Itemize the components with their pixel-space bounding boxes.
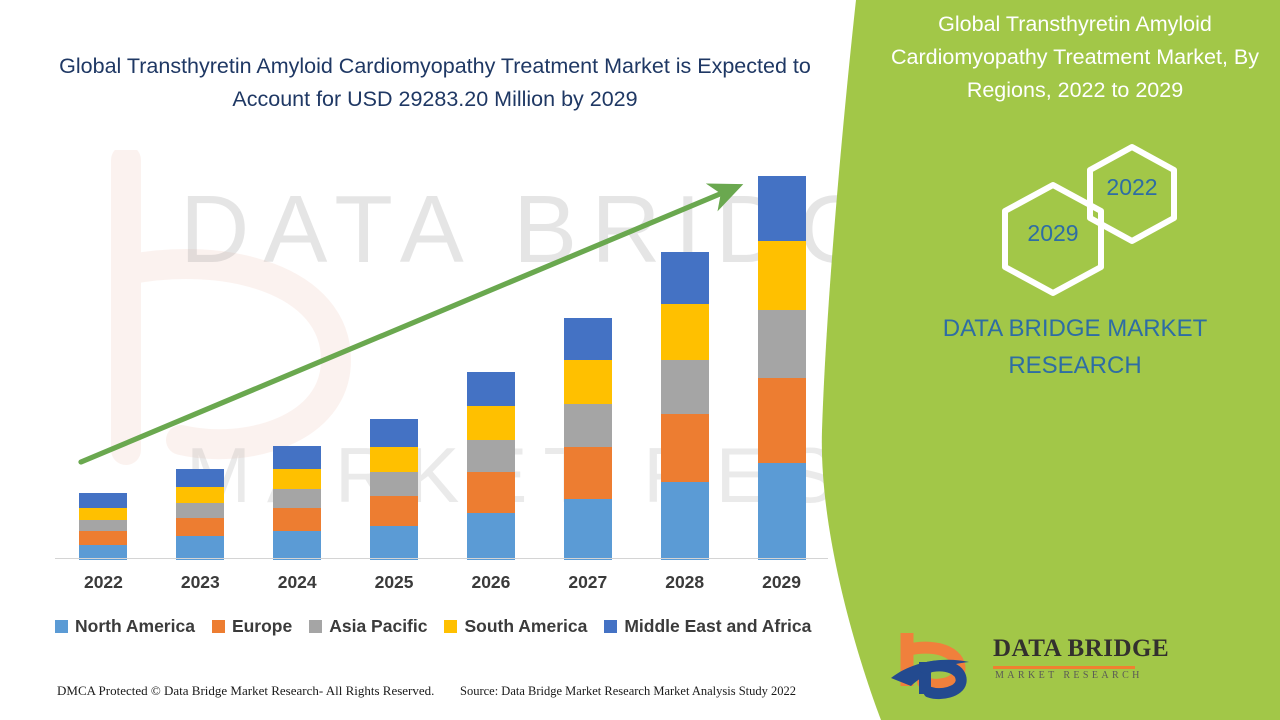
- bar-segment: [273, 468, 322, 489]
- bar-segment: [273, 507, 322, 532]
- bar-segment: [466, 512, 515, 560]
- bar-segment: [176, 503, 225, 518]
- bar-segment: [563, 446, 612, 500]
- bar-segment: [660, 360, 709, 415]
- legend-item[interactable]: South America: [444, 616, 587, 637]
- legend-label: South America: [464, 616, 588, 636]
- logo-mark-icon: [891, 633, 969, 700]
- stacked-bar-chart: [55, 160, 830, 560]
- bar-segment: [176, 536, 225, 560]
- bar-2023: [176, 468, 225, 560]
- company-logo: DATA BRIDGE MARKET RESEARCH: [885, 628, 1169, 700]
- logo-subtext: MARKET RESEARCH: [995, 670, 1143, 681]
- legend-item[interactable]: Middle East and Africa: [604, 616, 811, 637]
- bar-segment: [563, 404, 612, 447]
- hexagon-2022-label: 2022: [1106, 174, 1158, 200]
- legend-label: Asia Pacific: [329, 616, 428, 636]
- x-axis-label-2024: 2024: [277, 572, 317, 592]
- x-axis-line: [55, 558, 828, 559]
- chart-headline: Global Transthyretin Amyloid Cardiomyopa…: [59, 54, 811, 111]
- bar-segment: [79, 508, 128, 521]
- bar-segment: [757, 377, 806, 463]
- footer-source: Source: Data Bridge Market Research Mark…: [460, 684, 797, 698]
- bar-segment: [660, 251, 709, 305]
- bar-segment: [466, 372, 515, 406]
- legend-item[interactable]: Asia Pacific: [309, 616, 427, 637]
- legend-swatch-icon: [604, 620, 618, 633]
- bar-segment: [273, 445, 322, 469]
- legend-label: Middle East and Africa: [624, 616, 812, 636]
- bar-segment: [273, 488, 322, 508]
- footer-copyright: DMCA Protected © Data Bridge Market Rese…: [57, 683, 435, 698]
- legend-label: Europe: [231, 616, 293, 636]
- bar-segment: [563, 317, 612, 361]
- legend-swatch-icon: [55, 620, 68, 633]
- bar-segment: [79, 493, 128, 509]
- bar-segment: [660, 304, 709, 361]
- chart-legend: North America Europe Asia Pacific South Ame…: [55, 616, 830, 637]
- bar-2024: [273, 445, 322, 560]
- bar-segment: [757, 240, 806, 311]
- bar-segment: [370, 471, 419, 496]
- bar-segment: [370, 419, 419, 447]
- hexagon-2029-label: 2029: [1027, 220, 1079, 246]
- x-axis-label-2026: 2026: [471, 572, 511, 592]
- legend-label: North America: [75, 616, 195, 636]
- side-panel-content: Global Transthyretin Amyloid Cardiomyopa…: [880, 0, 1280, 720]
- hexagon-2029-icon: [1002, 182, 1104, 296]
- bar-2022: [79, 493, 128, 560]
- legend-item[interactable]: North America: [55, 616, 195, 637]
- x-axis-label-2025: 2025: [374, 572, 414, 592]
- side-panel-brand: DATA BRIDGE MARKET RESEARCH: [942, 315, 1208, 379]
- x-axis-label-2023: 2023: [180, 572, 220, 592]
- legend-item[interactable]: Europe: [211, 616, 293, 637]
- bar-segment: [370, 446, 419, 472]
- bar-segment: [273, 531, 322, 560]
- bar-2029: [757, 176, 806, 560]
- bar-segment: [563, 360, 612, 405]
- bar-segment: [176, 517, 225, 537]
- bar-2027: [563, 317, 612, 560]
- x-axis-label-2028: 2028: [665, 572, 705, 592]
- bar-segment: [757, 310, 806, 378]
- logo-wordmark: DATA BRIDGE: [993, 635, 1170, 662]
- x-axis-labels: 2022 2023 2024 2025 2026 2027 2028 2029: [55, 572, 830, 600]
- bar-segment: [563, 499, 612, 560]
- x-axis-label-2029: 2029: [762, 572, 802, 592]
- x-axis-label-2027: 2027: [568, 572, 608, 592]
- bar-2028: [660, 251, 709, 560]
- bar-segment: [466, 439, 515, 472]
- bar-segment: [370, 495, 419, 527]
- bar-segment: [79, 520, 128, 532]
- bar-2025: [370, 419, 419, 560]
- legend-swatch-icon: [444, 620, 458, 633]
- bar-segment: [79, 531, 128, 545]
- x-axis-label-2022: 2022: [83, 572, 123, 592]
- side-panel-title: Global Transthyretin Amyloid Cardiomyopa…: [890, 12, 1260, 102]
- bar-segment: [466, 405, 515, 440]
- bar-segment: [466, 471, 515, 513]
- bar-2026: [466, 372, 515, 560]
- bar-segment: [176, 468, 225, 488]
- bar-segment: [660, 414, 709, 483]
- legend-swatch-icon: [211, 620, 225, 633]
- bar-segment: [757, 462, 806, 560]
- bar-segment: [660, 482, 709, 560]
- bar-segment: [757, 176, 806, 241]
- logo-underline: [993, 666, 1135, 669]
- bar-segment: [79, 544, 128, 560]
- bar-segment: [370, 526, 419, 560]
- bar-segment: [176, 487, 225, 504]
- legend-swatch-icon: [309, 620, 323, 633]
- hexagon-2022-icon: [1087, 144, 1177, 244]
